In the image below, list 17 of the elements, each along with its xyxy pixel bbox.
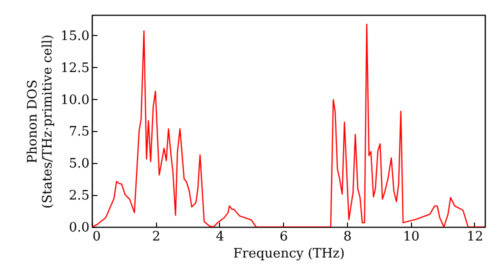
- x-tick-label: 2: [152, 230, 160, 244]
- y-tick-label: 7.5: [68, 124, 90, 140]
- y-tick-label: 12.5: [60, 60, 90, 76]
- y-axis-title: Phonon DOS (States/THz·primitive cell): [26, 34, 56, 209]
- line-series: [92, 24, 485, 227]
- y-tick-label: 2.5: [68, 188, 90, 204]
- x-tick-label: 0: [92, 230, 101, 244]
- y-tick-label: 10.0: [60, 92, 90, 108]
- x-tick-label: 6: [280, 230, 288, 244]
- y-tick-label: 5.0: [68, 156, 90, 172]
- y-tick-label: 0.0: [68, 220, 90, 236]
- x-tick-label: 8: [343, 230, 352, 244]
- y-tick-label: 15.0: [60, 28, 90, 44]
- x-tick-label: 10: [402, 230, 420, 244]
- x-axis-title: Frequency (THz): [233, 246, 345, 262]
- x-tick-label: 4: [216, 230, 224, 244]
- x-tick-label: 12: [466, 230, 484, 244]
